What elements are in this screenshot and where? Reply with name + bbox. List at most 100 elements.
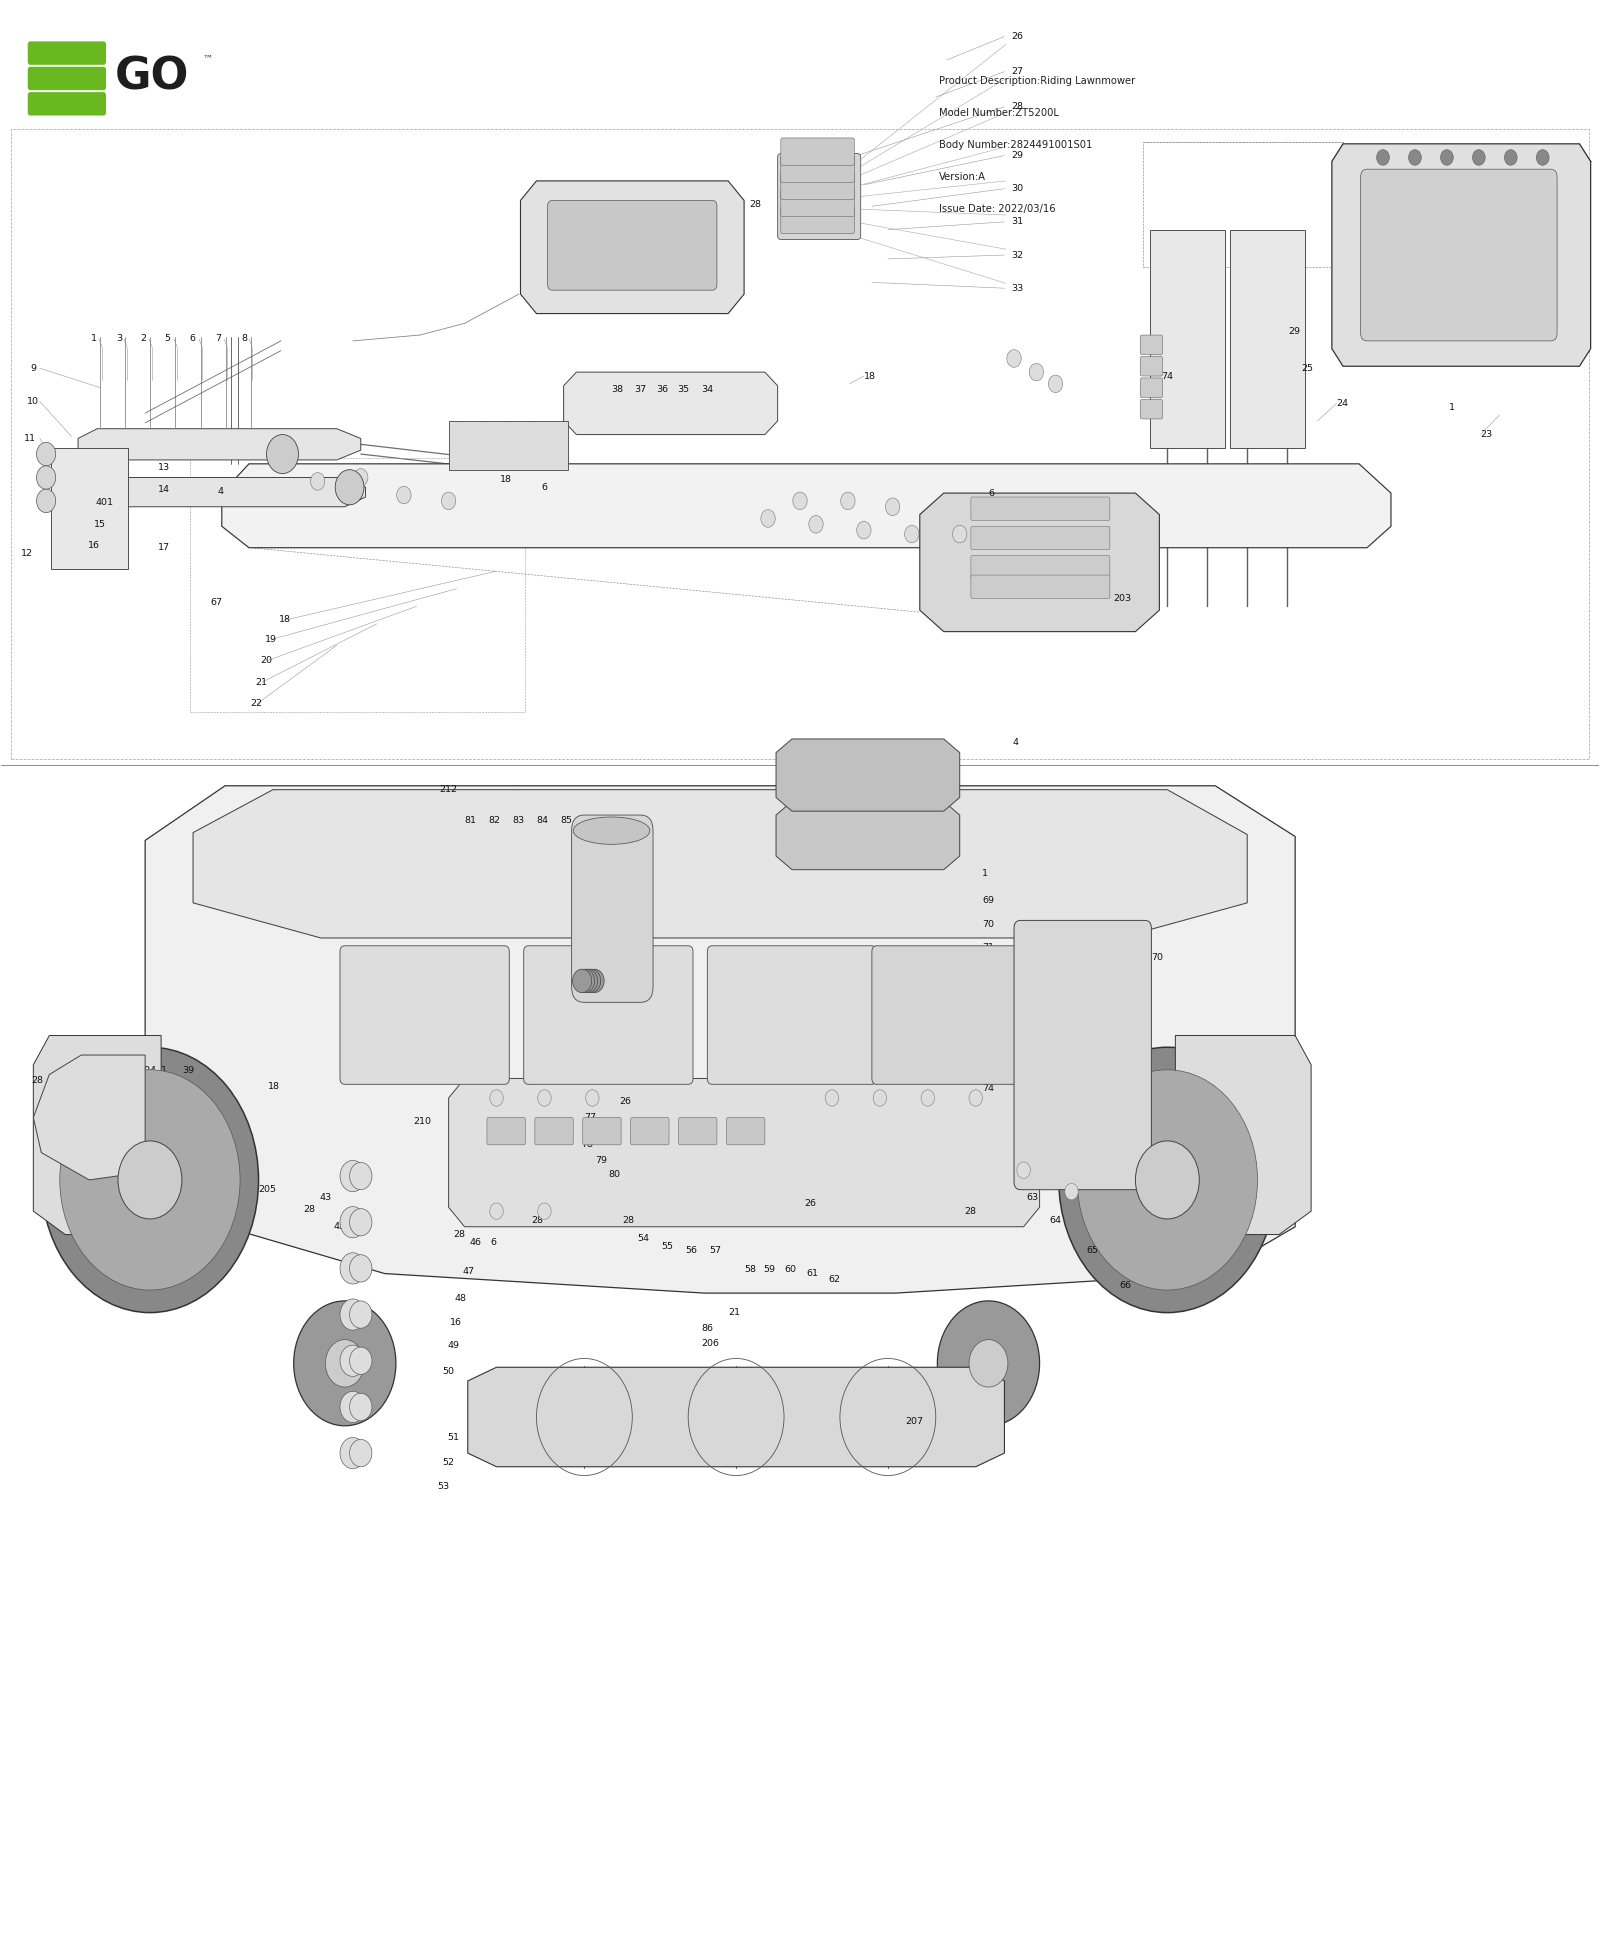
Polygon shape: [467, 1368, 1005, 1467]
Text: 22: 22: [251, 700, 262, 709]
Polygon shape: [34, 1055, 146, 1180]
Circle shape: [970, 1090, 982, 1106]
Text: 15: 15: [94, 520, 106, 530]
Polygon shape: [1176, 1036, 1310, 1235]
Circle shape: [442, 492, 456, 510]
Text: 35: 35: [677, 385, 690, 395]
Circle shape: [37, 442, 56, 465]
Text: 18: 18: [280, 616, 291, 625]
Text: 58: 58: [744, 1264, 757, 1274]
Text: 1: 1: [1448, 403, 1454, 412]
Text: Body Number:2824491001S01: Body Number:2824491001S01: [939, 141, 1093, 150]
Circle shape: [339, 1299, 365, 1331]
Text: 68: 68: [1059, 1081, 1070, 1088]
Text: 83: 83: [512, 817, 525, 825]
Circle shape: [1440, 150, 1453, 166]
Text: 13: 13: [158, 463, 170, 473]
FancyBboxPatch shape: [707, 946, 877, 1084]
Text: 29: 29: [1288, 326, 1301, 336]
Circle shape: [970, 1340, 1008, 1387]
Text: 71: 71: [982, 944, 994, 952]
Circle shape: [349, 1301, 371, 1329]
Circle shape: [1018, 1163, 1030, 1178]
Text: 47: 47: [462, 1266, 475, 1276]
Text: Model Number:ZT5200L: Model Number:ZT5200L: [939, 107, 1059, 117]
Text: 86: 86: [701, 1323, 714, 1333]
Circle shape: [885, 498, 899, 516]
Text: 211: 211: [850, 746, 867, 754]
Text: 28: 28: [965, 1075, 976, 1083]
Text: 6: 6: [989, 488, 995, 498]
Polygon shape: [146, 786, 1294, 1294]
FancyBboxPatch shape: [971, 496, 1110, 520]
Text: 52: 52: [442, 1458, 454, 1467]
Circle shape: [1504, 150, 1517, 166]
Text: Version:A: Version:A: [939, 172, 986, 182]
Text: 210: 210: [413, 1118, 432, 1126]
Circle shape: [579, 969, 598, 993]
Text: GO: GO: [115, 55, 189, 98]
Circle shape: [576, 969, 595, 993]
Text: 25: 25: [1301, 363, 1314, 373]
Text: 81: 81: [464, 817, 477, 825]
Text: 74: 74: [1162, 371, 1173, 381]
Circle shape: [118, 1141, 182, 1219]
Text: 27: 27: [1011, 66, 1022, 76]
Circle shape: [581, 969, 600, 993]
Polygon shape: [448, 1079, 1040, 1227]
Text: 74: 74: [982, 1014, 994, 1022]
Text: 212: 212: [438, 786, 458, 793]
Text: 16: 16: [450, 1317, 462, 1327]
Text: 63: 63: [1027, 1194, 1038, 1202]
Text: 28: 28: [32, 1077, 43, 1084]
Circle shape: [1029, 363, 1043, 381]
Circle shape: [339, 1344, 365, 1376]
Ellipse shape: [573, 817, 650, 844]
Circle shape: [826, 1090, 838, 1106]
Circle shape: [37, 465, 56, 488]
Circle shape: [586, 969, 605, 993]
Text: 23: 23: [1480, 430, 1493, 440]
Text: 1: 1: [162, 1067, 166, 1075]
Circle shape: [349, 1393, 371, 1421]
FancyBboxPatch shape: [1141, 377, 1163, 397]
Text: 209: 209: [1018, 1139, 1035, 1147]
Text: 9: 9: [30, 363, 37, 373]
FancyBboxPatch shape: [971, 555, 1110, 578]
Circle shape: [840, 492, 854, 510]
Text: 73: 73: [982, 991, 994, 998]
Circle shape: [904, 526, 918, 543]
Circle shape: [1077, 1069, 1258, 1290]
Text: 44: 44: [45, 1141, 56, 1149]
Text: 3: 3: [117, 334, 123, 344]
Text: 4: 4: [1013, 739, 1019, 746]
Text: 4: 4: [218, 487, 222, 496]
FancyBboxPatch shape: [630, 1118, 669, 1145]
Text: 28: 28: [749, 199, 762, 209]
Text: 201: 201: [1522, 313, 1539, 322]
Text: 36: 36: [656, 385, 669, 395]
Circle shape: [874, 1090, 886, 1106]
FancyBboxPatch shape: [1014, 920, 1152, 1190]
Text: 202: 202: [627, 250, 645, 260]
Text: 70: 70: [1152, 954, 1163, 961]
Text: 28: 28: [965, 1208, 976, 1215]
Circle shape: [354, 469, 368, 487]
FancyBboxPatch shape: [1230, 231, 1304, 447]
Text: 21: 21: [256, 678, 267, 688]
Text: 75: 75: [982, 1038, 994, 1045]
FancyBboxPatch shape: [781, 154, 854, 182]
FancyBboxPatch shape: [27, 66, 106, 90]
Text: 8: 8: [242, 334, 246, 344]
Text: 14: 14: [158, 485, 170, 494]
Circle shape: [1048, 375, 1062, 393]
Text: 76: 76: [982, 1061, 994, 1069]
Text: 79: 79: [595, 1157, 608, 1165]
Text: 67: 67: [211, 598, 222, 608]
Text: 69: 69: [982, 897, 994, 905]
Text: 203: 203: [1114, 594, 1131, 604]
FancyBboxPatch shape: [971, 574, 1110, 598]
Text: 26: 26: [1011, 31, 1022, 41]
Polygon shape: [194, 789, 1248, 938]
Text: 43: 43: [48, 1116, 59, 1124]
